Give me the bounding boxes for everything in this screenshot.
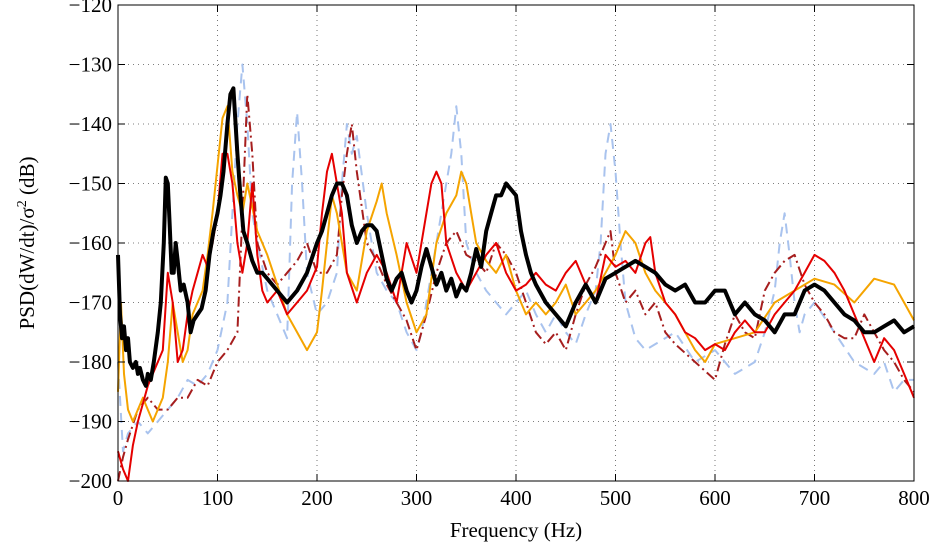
x-tick-label: 400 (500, 486, 532, 510)
x-tick-label: 700 (799, 486, 831, 510)
y-tick-label: −180 (69, 350, 112, 374)
x-tick-label: 800 (898, 486, 930, 510)
y-tick-label: −170 (69, 291, 112, 315)
y-tick-label: −160 (69, 231, 112, 255)
series-line-2 (117, 93, 915, 482)
y-axis-label-sup: 2 (15, 200, 30, 207)
y-axis-label-main: PSD(dW/dt)/σ (15, 207, 39, 329)
x-tick-label: 200 (301, 486, 333, 510)
x-axis-label: Frequency (Hz) (450, 518, 582, 542)
y-tick-label: −190 (69, 410, 112, 434)
y-axis-label: PSD(dW/dt)/σ2 (dB) (15, 157, 39, 330)
y-axis-label-tail: (dB) (15, 157, 39, 201)
y-tick-label: −130 (69, 53, 112, 77)
x-tick-label: 300 (401, 486, 433, 510)
y-tick-label: −150 (69, 172, 112, 196)
axis-ticks: 0 100 200 300 400 500 600 700 800 −200 −190 −180 −17… (69, 0, 930, 510)
y-tick-label: −120 (69, 0, 112, 17)
x-tick-label: 500 (600, 486, 632, 510)
y-tick-label: −140 (69, 112, 112, 136)
series-line-5 (116, 86, 916, 388)
series-line-1 (117, 63, 914, 453)
x-tick-label: 0 (113, 486, 124, 510)
y-tick-label: −200 (69, 469, 112, 493)
x-tick-label: 600 (699, 486, 731, 510)
series-line-4 (117, 152, 915, 482)
x-tick-label: 100 (202, 486, 234, 510)
series-lines (116, 63, 916, 482)
